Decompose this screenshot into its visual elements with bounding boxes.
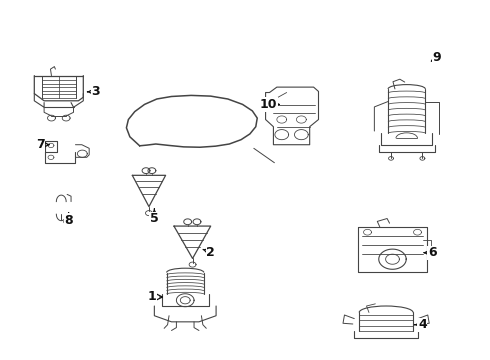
Text: 6: 6 <box>424 246 437 259</box>
Text: 10: 10 <box>260 98 279 111</box>
Text: 7: 7 <box>36 138 49 151</box>
Text: 3: 3 <box>88 85 100 98</box>
Text: 1: 1 <box>147 291 162 303</box>
Text: 2: 2 <box>203 246 215 258</box>
Text: 8: 8 <box>64 213 73 227</box>
Text: 9: 9 <box>431 51 441 64</box>
Text: 5: 5 <box>150 209 159 225</box>
Text: 4: 4 <box>415 318 427 331</box>
